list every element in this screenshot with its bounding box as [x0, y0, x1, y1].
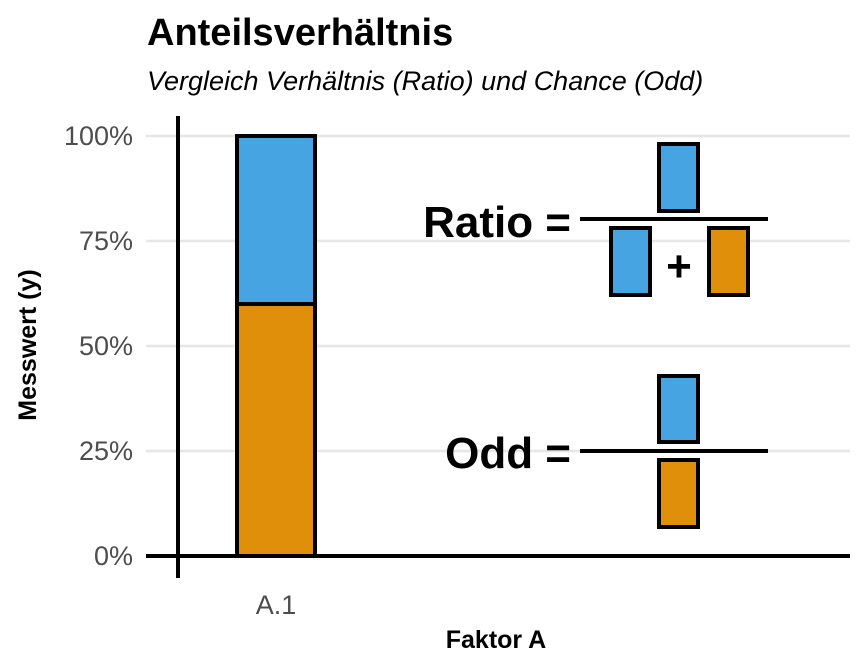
y-tick-label: 75% — [79, 226, 133, 256]
ratio-numerator-swatch — [657, 142, 700, 213]
bar-segment-1 — [235, 302, 317, 558]
odd-numerator-swatch — [657, 374, 700, 444]
y-tick-label: 25% — [79, 436, 133, 466]
y-tick-label: 0% — [94, 541, 133, 571]
x-axis-title: Faktor A — [446, 626, 546, 654]
y-axis-title: Messwert (y) — [14, 269, 42, 420]
ratio-formula: Ratio = + — [423, 142, 768, 297]
ratio-label: Ratio = — [423, 198, 571, 247]
ratio-denominator-swatch-a — [609, 226, 652, 297]
x-tick-labels: A.1 — [256, 590, 297, 620]
chart-title: Anteilsverhältnis — [147, 12, 454, 54]
bars — [235, 134, 317, 558]
y-tick-label: 100% — [64, 121, 133, 151]
ratio-plus-sign: + — [666, 242, 692, 291]
bar-segment-2 — [235, 134, 317, 306]
y-tick-labels: 0% 25% 50% 75% 100% — [64, 121, 133, 571]
odd-denominator-swatch — [657, 458, 700, 529]
odd-label: Odd = — [445, 429, 571, 478]
x-tick-label: A.1 — [256, 590, 297, 620]
chart-subtitle: Vergleich Verhältnis (Ratio) und Chance … — [147, 66, 704, 96]
ratio-denominator-swatch-b — [707, 226, 750, 297]
y-tick-label: 50% — [79, 331, 133, 361]
odd-formula: Odd = — [445, 374, 768, 529]
